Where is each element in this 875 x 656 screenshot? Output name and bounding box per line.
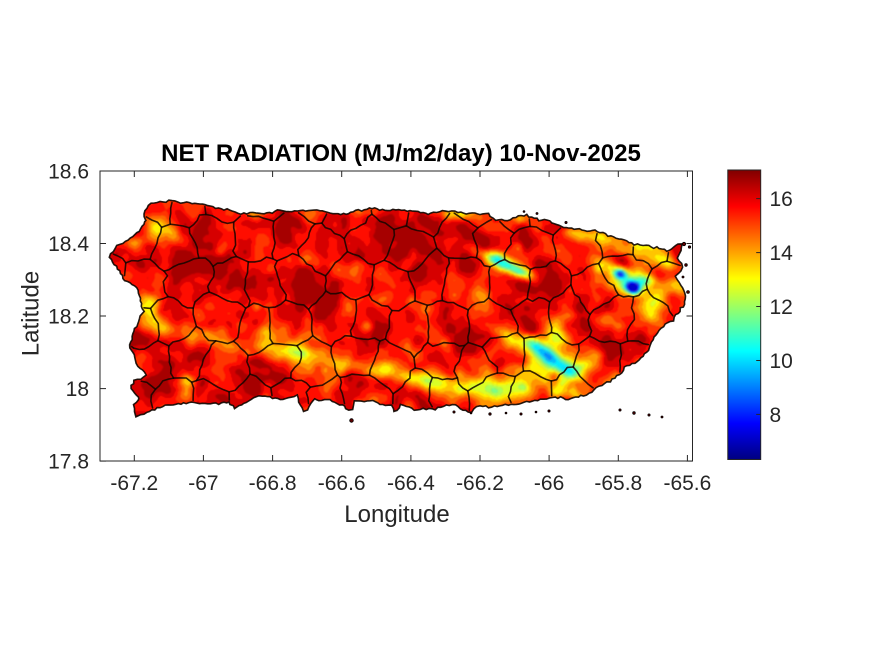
svg-text:Longitude: Longitude	[344, 501, 449, 528]
svg-text:-66.2: -66.2	[456, 472, 504, 495]
svg-text:-66.4: -66.4	[387, 472, 435, 495]
svg-text:8: 8	[770, 404, 782, 427]
svg-text:18.2: 18.2	[48, 306, 89, 329]
svg-text:Latitude: Latitude	[18, 271, 45, 356]
svg-text:-67: -67	[188, 472, 218, 495]
svg-text:14: 14	[770, 242, 794, 265]
svg-text:-66.8: -66.8	[249, 472, 297, 495]
svg-text:NET RADIATION (MJ/m2/day) 10-N: NET RADIATION (MJ/m2/day) 10-Nov-2025	[161, 140, 641, 167]
svg-text:-65.8: -65.8	[594, 472, 642, 495]
svg-text:18.6: 18.6	[48, 161, 89, 184]
svg-text:-67.2: -67.2	[110, 472, 158, 495]
svg-text:17.8: 17.8	[48, 451, 89, 474]
svg-text:-65.6: -65.6	[663, 472, 711, 495]
svg-text:12: 12	[770, 296, 793, 319]
svg-text:18.4: 18.4	[48, 233, 89, 256]
svg-text:-66: -66	[534, 472, 564, 495]
svg-text:16: 16	[770, 188, 793, 211]
svg-text:18: 18	[66, 378, 89, 401]
svg-text:-66.6: -66.6	[318, 472, 366, 495]
svg-text:10: 10	[770, 350, 793, 373]
